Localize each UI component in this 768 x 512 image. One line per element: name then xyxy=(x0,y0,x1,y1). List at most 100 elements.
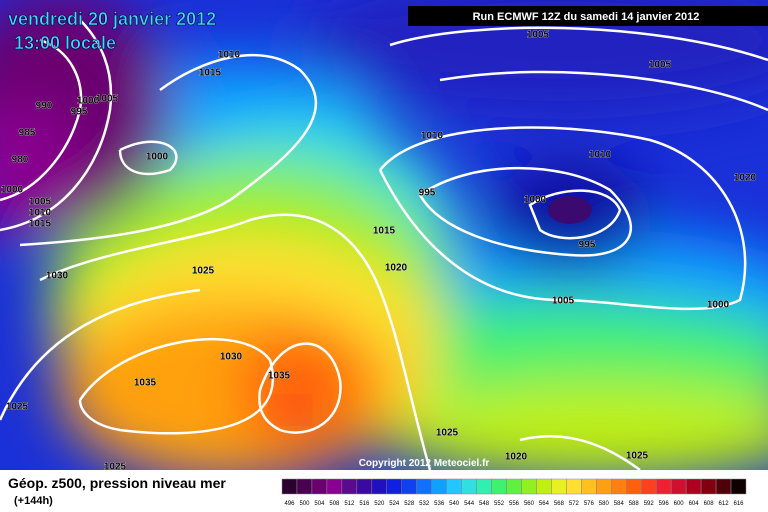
isobar-label: 1000 xyxy=(1,185,24,196)
colorbar-label: 580 xyxy=(599,501,610,507)
colorbar-cell xyxy=(506,478,522,495)
colorbar-cell xyxy=(596,478,612,495)
colorbar-cell xyxy=(371,478,388,495)
colorbar-label: 560 xyxy=(524,501,535,507)
colorbar-cell xyxy=(730,478,747,495)
colorbar-label: 548 xyxy=(479,501,490,507)
colorbar-label: 528 xyxy=(404,501,415,507)
colorbar-cell xyxy=(536,478,552,495)
colorbar-label: 544 xyxy=(464,501,475,507)
colorbar-label: 512 xyxy=(344,501,355,507)
colorbar-label: 508 xyxy=(329,501,340,507)
isobar-label: 1005 xyxy=(29,197,52,208)
field xyxy=(0,0,768,470)
isobar-label: 1020 xyxy=(734,173,757,184)
colorbar-label: 592 xyxy=(644,501,655,507)
isobar-label: 1035 xyxy=(134,378,157,389)
date-label: vendredi 20 janvier 2012 xyxy=(8,9,216,29)
isobar-label: 1000 xyxy=(707,300,730,311)
isobar-label: 1000 xyxy=(77,96,100,107)
colorbar-label: 496 xyxy=(284,501,295,507)
isobar-label: 1020 xyxy=(385,263,408,274)
isobar-label: 1020 xyxy=(505,452,528,463)
colorbar-cell xyxy=(655,478,672,495)
isobar-label: 995 xyxy=(579,240,596,251)
copyright: Copyright 2012 Meteociel.fr xyxy=(359,458,490,469)
isobar-label: 1015 xyxy=(29,219,52,230)
colorbar-label: 576 xyxy=(584,501,595,507)
colorbar-cell xyxy=(551,478,567,495)
colorbar-label: 556 xyxy=(509,501,520,507)
isobar-label: 1010 xyxy=(421,131,444,142)
colorbar-cell xyxy=(416,478,432,495)
legend-subtitle: (+144h) xyxy=(14,495,53,507)
colorbar-label: 588 xyxy=(629,501,640,507)
colorbar-label: 584 xyxy=(614,501,625,507)
isobar-label: 1025 xyxy=(626,451,649,462)
isobar-label: 1030 xyxy=(46,271,69,282)
colorbar-label: 540 xyxy=(449,501,460,507)
colorbar-cell xyxy=(341,478,358,495)
colorbar-label: 568 xyxy=(554,501,565,507)
colorbar-cell xyxy=(446,478,462,495)
colorbar-cell xyxy=(700,478,717,495)
colorbar-cell xyxy=(296,478,313,495)
isobar-label: 1025 xyxy=(436,428,459,439)
isobar-label: 980 xyxy=(12,155,29,166)
colorbar-cell xyxy=(311,478,328,495)
isobar-label: 1005 xyxy=(649,60,672,71)
colorbar-cell xyxy=(356,478,373,495)
colorbar-cell xyxy=(401,478,417,495)
colorbar-label: 616 xyxy=(734,501,745,507)
colorbar-label: 564 xyxy=(539,501,550,507)
isobar-label: 1030 xyxy=(220,352,243,363)
isobar-label: 985 xyxy=(19,128,36,139)
colorbar-cell xyxy=(521,478,537,495)
isobar-label: 1010 xyxy=(29,208,52,219)
colorbar-label: 596 xyxy=(659,501,670,507)
colorbar-cell xyxy=(626,478,642,495)
colorbar-label: 612 xyxy=(719,501,730,507)
colorbar-label: 524 xyxy=(389,501,400,507)
colorbar-cell xyxy=(715,478,732,495)
colorbar-label: 600 xyxy=(674,501,685,507)
colorbar-cell xyxy=(386,478,402,495)
legend-title: Géop. z500, pression niveau mer xyxy=(8,475,226,491)
colorbar-label: 604 xyxy=(689,501,700,507)
colorbar-cell xyxy=(611,478,627,495)
colorbar-label: 520 xyxy=(374,501,385,507)
colorbar-cell xyxy=(566,478,582,495)
colorbar-label: 552 xyxy=(494,501,505,507)
colorbar-cell xyxy=(670,478,687,495)
isobar-label: 1025 xyxy=(104,462,127,473)
isobar-label: 1010 xyxy=(218,50,241,61)
colorbar-cell xyxy=(431,478,447,495)
colorbar-label: 504 xyxy=(314,501,325,507)
colorbar-label: 532 xyxy=(419,501,430,507)
isobar-label: 1000 xyxy=(146,152,169,163)
isobar-label: 1025 xyxy=(192,266,215,277)
colorbar-label: 500 xyxy=(299,501,310,507)
run-box xyxy=(408,6,768,26)
colorbar-cell xyxy=(491,478,507,495)
colorbar-cell xyxy=(581,478,597,495)
isobar-label: 995 xyxy=(419,188,436,199)
colorbar-cell xyxy=(685,478,702,495)
isobar-label: 1005 xyxy=(96,94,119,105)
colorbar-cell xyxy=(476,478,492,495)
isobar-label: 1025 xyxy=(6,402,29,413)
colorbar: 496 500 504 508 512 516 520 524 528 532 536 540 544 5… xyxy=(281,478,747,507)
isobar-label: 1015 xyxy=(199,68,222,79)
colorbar-label: 572 xyxy=(569,501,580,507)
colorbar-label: 516 xyxy=(359,501,370,507)
isobar-label: 1005 xyxy=(552,296,575,307)
colorbar-cell xyxy=(640,478,657,495)
colorbar-cell xyxy=(281,478,298,495)
colorbar-label: 536 xyxy=(434,501,445,507)
run-label: Run ECMWF 12Z du samedi 14 janvier 2012 xyxy=(473,11,700,23)
isobar-label: 990 xyxy=(36,101,53,112)
colorbar-cell xyxy=(461,478,477,495)
colorbar-label: 608 xyxy=(704,501,715,507)
